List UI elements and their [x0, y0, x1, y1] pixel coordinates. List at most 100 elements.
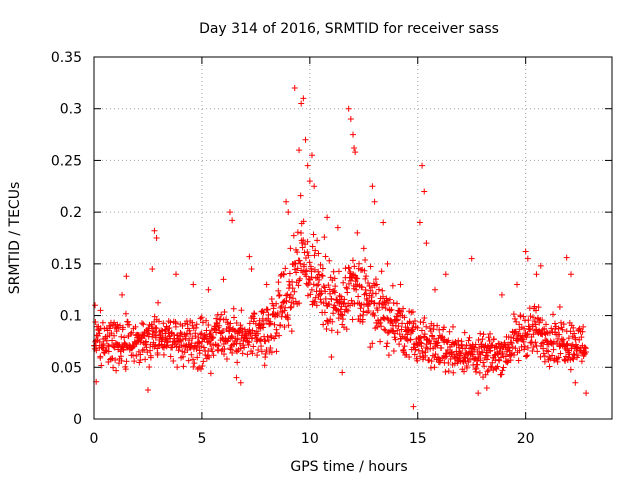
data-point	[271, 321, 278, 328]
data-point	[357, 312, 364, 319]
data-point	[186, 337, 193, 344]
data-point	[569, 355, 576, 362]
data-point	[230, 305, 237, 312]
data-point	[241, 344, 248, 351]
data-point	[367, 263, 374, 270]
data-point	[334, 329, 341, 336]
data-point	[404, 331, 411, 338]
data-point	[471, 346, 478, 353]
data-point	[330, 268, 337, 275]
data-point	[313, 302, 320, 309]
data-point	[495, 350, 502, 357]
data-point	[289, 295, 296, 302]
data-point	[509, 344, 516, 351]
data-point	[507, 357, 514, 364]
data-point	[137, 351, 144, 358]
data-point	[322, 288, 329, 295]
data-point	[441, 324, 448, 331]
data-point	[123, 358, 130, 365]
data-point	[221, 308, 228, 315]
data-point	[276, 332, 283, 339]
data-point	[546, 363, 553, 370]
data-point	[345, 264, 352, 271]
data-point	[519, 333, 526, 340]
data-point	[549, 352, 556, 359]
data-point	[286, 270, 293, 277]
data-point	[560, 336, 567, 343]
data-point	[469, 351, 476, 358]
data-point	[399, 320, 406, 327]
data-point	[296, 147, 303, 154]
data-point	[299, 240, 306, 247]
data-point	[364, 280, 371, 287]
data-point	[438, 344, 445, 351]
axis-ticks	[93, 56, 612, 420]
data-point	[524, 344, 531, 351]
data-point	[426, 325, 433, 332]
data-point	[304, 292, 311, 299]
data-point	[472, 341, 479, 348]
data-point	[357, 305, 364, 312]
data-point	[548, 325, 555, 332]
data-point	[409, 308, 416, 315]
data-point	[323, 317, 330, 324]
data-point	[263, 281, 270, 288]
data-point	[319, 272, 326, 279]
data-point	[300, 218, 307, 225]
data-point	[540, 345, 547, 352]
data-point	[209, 348, 216, 355]
data-point	[286, 281, 293, 288]
data-point	[313, 282, 320, 289]
data-point	[496, 357, 503, 364]
y-tick-label: 0.35	[51, 50, 82, 66]
data-point	[319, 265, 326, 272]
data-point	[326, 301, 333, 308]
data-point	[167, 353, 174, 360]
data-point	[389, 282, 396, 289]
data-point	[512, 345, 519, 352]
data-point	[316, 276, 323, 283]
data-point	[291, 260, 298, 267]
data-point	[92, 302, 99, 309]
data-point	[205, 321, 212, 328]
data-point	[96, 338, 103, 345]
data-point	[463, 342, 470, 349]
data-point	[385, 352, 392, 359]
data-point	[340, 279, 347, 286]
data-point	[361, 267, 368, 274]
data-point	[343, 326, 350, 333]
data-point	[206, 354, 213, 361]
data-point	[476, 369, 483, 376]
data-point	[259, 315, 266, 322]
data-point	[371, 198, 378, 205]
data-point	[483, 356, 490, 363]
data-point	[200, 344, 207, 351]
data-point	[371, 300, 378, 307]
data-point	[385, 300, 392, 307]
y-tick-label: 0.3	[60, 102, 82, 118]
data-point	[277, 321, 284, 328]
data-point	[239, 350, 246, 357]
grid-lines	[94, 57, 612, 419]
data-point	[135, 348, 142, 355]
data-point	[458, 350, 465, 357]
data-point	[215, 342, 222, 349]
data-point	[224, 338, 231, 345]
data-point	[360, 245, 367, 252]
data-point	[417, 353, 424, 360]
y-tick-labels: 0 0.05 0.1 0.15 0.2 0.25 0.3 0.35	[51, 50, 82, 428]
data-point	[315, 250, 322, 257]
data-point	[170, 357, 177, 364]
data-point	[434, 339, 441, 346]
data-point	[179, 348, 186, 355]
data-point	[262, 338, 269, 345]
data-point	[300, 237, 307, 244]
data-point	[364, 297, 371, 304]
data-point	[553, 339, 560, 346]
data-point	[119, 291, 126, 298]
data-point	[153, 325, 160, 332]
data-point	[394, 316, 401, 323]
data-point	[330, 310, 337, 317]
data-point	[146, 363, 153, 370]
data-point	[579, 328, 586, 335]
